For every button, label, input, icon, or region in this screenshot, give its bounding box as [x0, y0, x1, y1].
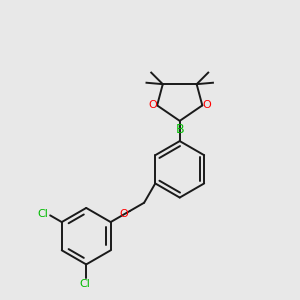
Text: B: B — [176, 123, 184, 136]
Text: Cl: Cl — [79, 279, 90, 289]
Text: O: O — [120, 209, 128, 219]
Text: O: O — [202, 100, 211, 110]
Text: Cl: Cl — [37, 209, 48, 220]
Text: O: O — [148, 100, 157, 110]
